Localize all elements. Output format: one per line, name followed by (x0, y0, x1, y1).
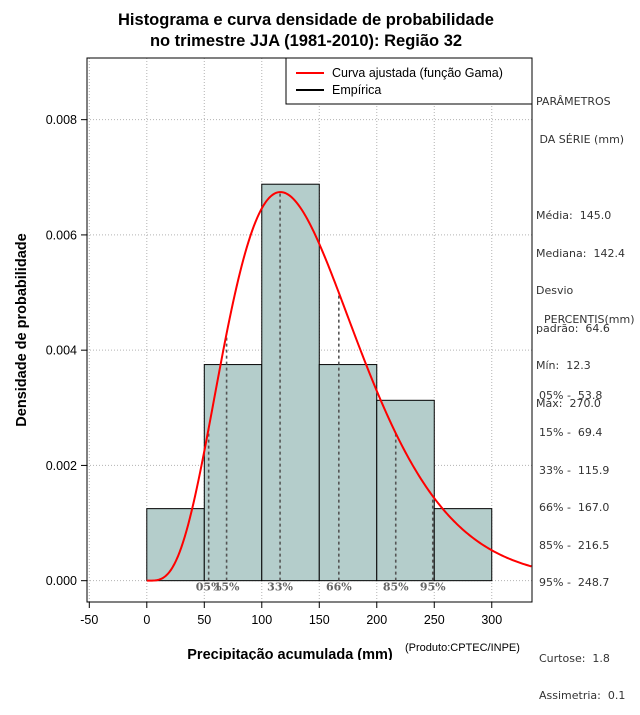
percentile-15: 15% - 69.4 (539, 426, 603, 439)
legend-box (285, 57, 533, 105)
histogram-bar (318, 364, 378, 582)
x-tick-label: 0 (143, 613, 150, 627)
x-tick-label: 250 (424, 613, 445, 627)
product-note: (Produto:CPTEC/INPE) (405, 642, 520, 654)
stat-media: Média: 145.0 (536, 209, 612, 222)
legend-label-empirical: Empírica (332, 83, 381, 97)
percentile-label: 05% (196, 581, 222, 594)
stat-desvio-value: padrão: 64.6 (536, 321, 610, 335)
gamma-fit-curve (146, 191, 532, 582)
histogram-bars (146, 183, 493, 582)
stat-assimetria: Assimetria: 0.1 (539, 689, 626, 702)
y-tick-label: 0.008 (46, 113, 77, 127)
histogram-bar (146, 508, 205, 582)
chart-title-line-2: no trimestre JJA (1981-2010): Região 32 (150, 32, 462, 50)
stat-min: Mín: 12.3 (536, 359, 591, 372)
params-title-line-1: PARÂMETROS (536, 95, 611, 108)
legend-label-curve: Curva ajustada (função Gama) (332, 66, 503, 80)
percentile-05: 05% - 53.8 (539, 388, 603, 402)
chart-legend: Curva ajustada (função Gama) Empírica (285, 57, 533, 105)
y-tick-label: 0.004 (46, 344, 77, 358)
histogram-figure: 05%15% 33% 66% 85% 95% -50 0 50 100 150 200 250 300… (14, 11, 533, 660)
x-tick-label: 200 (366, 613, 387, 627)
histogram-bar (376, 399, 435, 582)
percentile-85: 85% - 216.5 (539, 538, 610, 552)
percentile-66: 66% - 167.0 (539, 501, 610, 514)
chart-title-line-1: Histograma e curva densidade de probabil… (118, 11, 494, 29)
x-tick-label: 50 (197, 613, 211, 627)
stat-curtose: Curtose: 1.8 (539, 651, 610, 665)
x-tick-label: 150 (309, 613, 330, 627)
percentis-title: PERCENTIS(mm) (544, 313, 635, 326)
percentile-label: 15% (214, 581, 240, 594)
y-axis: 0.000 0.002 0.004 0.006 0.008 (46, 113, 87, 588)
x-axis-label: Precipitação acumulada (mm) (187, 647, 393, 660)
percentile-lines: 05%15% 33% 66% 85% 95% (196, 192, 446, 594)
y-tick-label: 0.002 (46, 459, 77, 473)
percentile-95: 95% - 248.7 (539, 576, 610, 589)
stat-mediana: Mediana: 142.4 (536, 246, 625, 260)
x-tick-label: 100 (251, 613, 272, 627)
x-tick-label: -50 (80, 613, 98, 627)
percentile-label: 85% (383, 581, 409, 594)
histogram-bar (261, 183, 320, 582)
percentile-label: 95% (420, 581, 446, 594)
side-percentiles-panel: PERCENTIS(mm) 05% - 53.8 15% - 69.4 33% … (539, 289, 635, 715)
y-tick-label: 0.006 (46, 228, 77, 242)
x-tick-label: 300 (481, 613, 502, 627)
x-axis: -50 0 50 100 150 200 250 300 (80, 602, 502, 627)
side-stats-panel: PARÂMETROS DA SÉRIE (mm) Média: 145.0 Me… (536, 71, 625, 423)
percentile-33: 33% - 115.9 (539, 463, 610, 477)
percentile-label: 66% (326, 581, 352, 594)
y-axis-label: Densidade de probabilidade (14, 233, 30, 426)
stat-max: Máx: 270.0 (536, 396, 601, 410)
y-tick-label: 0.000 (46, 574, 77, 588)
histogram-bar (203, 364, 263, 582)
params-title-line-2: DA SÉRIE (mm) (536, 132, 625, 146)
percentile-label: 33% (267, 581, 293, 594)
stat-desvio-label: Desvio (536, 284, 574, 297)
